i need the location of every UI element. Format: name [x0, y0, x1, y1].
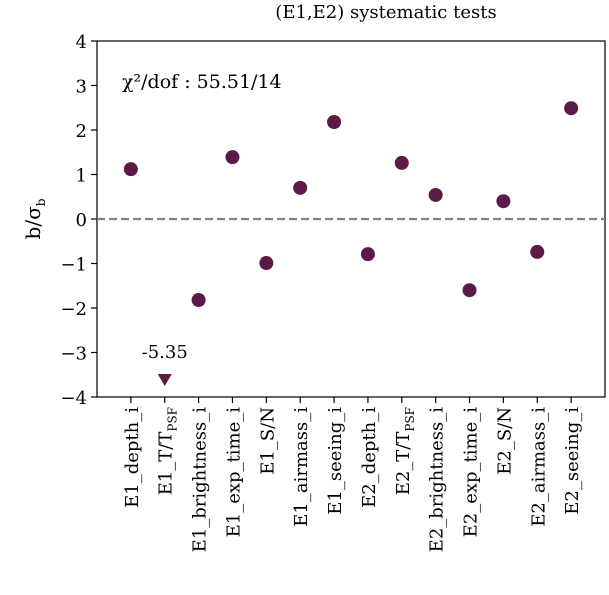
y-tick-label: −4	[60, 388, 87, 409]
point	[327, 114, 342, 129]
point	[496, 194, 511, 209]
y-tick-label: −2	[60, 299, 87, 320]
y-axis-label: b/σb	[21, 198, 48, 239]
annotation: χ²/dof : 55.51/14	[122, 71, 282, 93]
point	[428, 187, 443, 202]
x-tick-label: E1_depth_i	[122, 407, 143, 508]
point	[259, 256, 274, 271]
point	[191, 292, 206, 307]
off-scale-marker	[157, 374, 172, 386]
x-tick-label: E2_S/N	[494, 407, 515, 475]
x-tick-label: E2_seeing_i	[562, 407, 583, 515]
x-tick-label: E2_depth_i	[359, 407, 380, 508]
x-tick-label: E1_airmass_i	[291, 407, 312, 527]
x-tick-label: E2_T/TPSF	[393, 407, 417, 495]
x-tick-label: E1_S/N	[257, 407, 278, 475]
y-tick-label: −1	[60, 255, 87, 276]
x-tick-label: E2_exp_time_i	[461, 407, 482, 538]
point	[462, 283, 477, 298]
point	[530, 244, 545, 259]
y-tick-label: 0	[76, 210, 87, 231]
point	[293, 180, 308, 195]
point	[225, 150, 240, 165]
y-tick-label: 2	[76, 121, 87, 142]
y-tick-label: 3	[76, 77, 87, 98]
point	[394, 155, 409, 170]
x-tick-label: E1_exp_time_i	[223, 407, 244, 538]
x-tick-label: E1_seeing_i	[325, 407, 346, 515]
x-tick-label: E2_brightness_i	[427, 407, 448, 553]
x-tick-label: E1_T/TPSF	[156, 407, 180, 495]
point	[360, 247, 375, 262]
chart-title: (E1,E2) systematic tests	[275, 2, 496, 23]
y-tick-label: 4	[76, 32, 87, 53]
x-tick-label: E2_airmass_i	[528, 407, 549, 527]
point	[123, 162, 138, 177]
point	[564, 101, 579, 116]
value-label: -5.35	[142, 342, 188, 363]
x-tick-label: E1_brightness_i	[190, 407, 211, 553]
y-tick-label: −3	[60, 344, 87, 365]
y-tick-label: 1	[76, 166, 87, 187]
